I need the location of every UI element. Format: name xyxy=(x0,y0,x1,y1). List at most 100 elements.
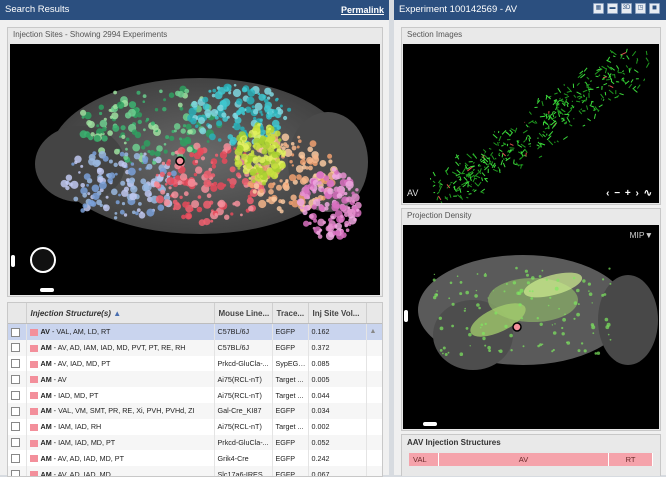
checkbox-icon[interactable] xyxy=(11,359,20,368)
row-checkbox[interactable] xyxy=(8,356,26,372)
row-checkbox[interactable] xyxy=(8,466,26,477)
checkbox-icon[interactable] xyxy=(11,343,20,352)
row-scroll-cell xyxy=(366,371,382,387)
section-image-viewer[interactable]: AV ‹ − + › ∿ xyxy=(403,44,659,203)
mip-dropdown[interactable]: MIP▼ xyxy=(629,230,653,240)
projection-slider-thumb[interactable] xyxy=(423,422,437,426)
checkbox-icon[interactable] xyxy=(11,407,20,416)
table-row[interactable]: AM - AV, AD, IAM, IAD, MD, PVT, PT, RE, … xyxy=(8,340,382,356)
aav-bar-av[interactable]: AV xyxy=(439,453,609,466)
checkbox-icon[interactable] xyxy=(11,422,20,431)
row-structure: AM - VAL, VM, SMT, PR, RE, Xi, PVH, PVHd… xyxy=(26,403,214,419)
row-mouse-line: Grik4-Cre xyxy=(214,450,272,466)
tracer-column-header[interactable]: Trace... xyxy=(272,303,308,324)
row-volume: 0.242 xyxy=(308,450,366,466)
row-tracer: Target ... xyxy=(272,371,308,387)
injection-sites-viewer[interactable] xyxy=(10,44,380,295)
projection-render xyxy=(403,225,659,429)
row-tracer: Target ... xyxy=(272,419,308,435)
section-structure-label: AV xyxy=(407,188,418,198)
scroll-up-icon[interactable]: ▲ xyxy=(370,328,377,335)
row-volume: 0.044 xyxy=(308,387,366,403)
layout-icon[interactable]: ▬ xyxy=(607,3,618,14)
aav-bar-val[interactable]: VAL xyxy=(409,453,439,466)
experiment-pane: Experiment 100142569 - AV ▦▬3D◳◼ Section… xyxy=(394,0,666,475)
projection-density-panel: Projection Density MIP▼ xyxy=(401,208,661,431)
row-structure: AM - IAM, IAD, MD, PT xyxy=(26,435,214,451)
experiment-title: Experiment 100142569 - AV xyxy=(399,4,517,15)
search-results-title: Search Results xyxy=(5,4,69,15)
row-mouse-line: Ai75(RCL-nT) xyxy=(214,371,272,387)
row-volume: 0.034 xyxy=(308,403,366,419)
row-tracer: EGFP xyxy=(272,340,308,356)
print-icon[interactable]: ◼ xyxy=(649,3,660,14)
results-table: Injection Structure(s) ▲ Mouse Line... T… xyxy=(8,303,383,477)
checkbox-icon[interactable] xyxy=(11,470,20,477)
row-volume: 0.162 xyxy=(308,324,366,340)
table-row[interactable]: AM - VAL, VM, SMT, PR, RE, Xi, PVH, PVHd… xyxy=(8,403,382,419)
vertical-slider-thumb[interactable] xyxy=(11,255,15,267)
row-scroll-cell xyxy=(366,340,382,356)
projection-density-header: Projection Density xyxy=(402,209,660,223)
row-volume: 0.372 xyxy=(308,340,366,356)
aav-structures-panel: AAV Injection Structures VAL AV RT xyxy=(401,434,661,476)
section-navigation-controls[interactable]: ‹ − + › ∿ xyxy=(606,188,653,199)
row-mouse-line: Ai75(RCL-nT) xyxy=(214,419,272,435)
3d-view-icon[interactable]: 3D xyxy=(621,3,632,14)
grid-view-icon[interactable]: ▦ xyxy=(593,3,604,14)
structure-color-swatch xyxy=(30,329,38,336)
popout-icon[interactable]: ◳ xyxy=(635,3,646,14)
row-checkbox[interactable] xyxy=(8,450,26,466)
row-scroll-cell xyxy=(366,466,382,477)
row-structure: AM - AV, IAD, MD, PT xyxy=(26,356,214,372)
permalink-link[interactable]: Permalink xyxy=(341,0,384,20)
row-checkbox[interactable] xyxy=(8,435,26,451)
structure-column-header[interactable]: Injection Structure(s) ▲ xyxy=(26,303,214,324)
checkbox-icon[interactable] xyxy=(11,391,20,400)
checkbox-icon[interactable] xyxy=(11,454,20,463)
row-scroll-cell xyxy=(366,387,382,403)
row-mouse-line: Ai75(RCL-nT) xyxy=(214,387,272,403)
row-structure: AM - AV, AD, IAD, MD, PT xyxy=(26,450,214,466)
projection-density-viewer[interactable]: MIP▼ xyxy=(403,225,659,429)
row-checkbox[interactable] xyxy=(8,387,26,403)
row-scroll-cell xyxy=(366,356,382,372)
row-checkbox[interactable] xyxy=(8,324,26,340)
row-mouse-line: Gal-Cre_KI87 xyxy=(214,403,272,419)
row-volume: 0.002 xyxy=(308,419,366,435)
row-tracer: EGFP xyxy=(272,435,308,451)
volume-column-header[interactable]: Inj Site Vol... xyxy=(308,303,366,324)
row-checkbox[interactable] xyxy=(8,340,26,356)
aav-bar-rt[interactable]: RT xyxy=(609,453,653,466)
row-checkbox[interactable] xyxy=(8,419,26,435)
search-results-titlebar: Search Results Permalink xyxy=(0,0,389,20)
structure-color-swatch xyxy=(30,440,38,447)
horizontal-slider-thumb[interactable] xyxy=(40,288,54,292)
projection-vertical-thumb[interactable] xyxy=(404,310,408,322)
row-tracer: SypEGFP xyxy=(272,356,308,372)
row-checkbox[interactable] xyxy=(8,403,26,419)
row-volume: 0.052 xyxy=(308,435,366,451)
row-structure: AV - VAL, AM, LD, RT xyxy=(26,324,214,340)
row-mouse-line: C57BL/6J xyxy=(214,340,272,356)
checkbox-icon[interactable] xyxy=(11,328,20,337)
mouse-line-column-header[interactable]: Mouse Line... xyxy=(214,303,272,324)
checkbox-icon[interactable] xyxy=(11,438,20,447)
row-mouse-line: Prkcd-GluCla-... xyxy=(214,435,272,451)
row-checkbox[interactable] xyxy=(8,371,26,387)
row-tracer: Target ... xyxy=(272,387,308,403)
injection-sites-header: Injection Sites - Showing 2994 Experimen… xyxy=(8,28,382,42)
row-volume: 0.067 xyxy=(308,466,366,477)
orientation-widget[interactable] xyxy=(30,247,56,273)
checkbox-icon[interactable] xyxy=(11,375,20,384)
row-tracer: EGFP xyxy=(272,450,308,466)
row-volume: 0.005 xyxy=(308,371,366,387)
